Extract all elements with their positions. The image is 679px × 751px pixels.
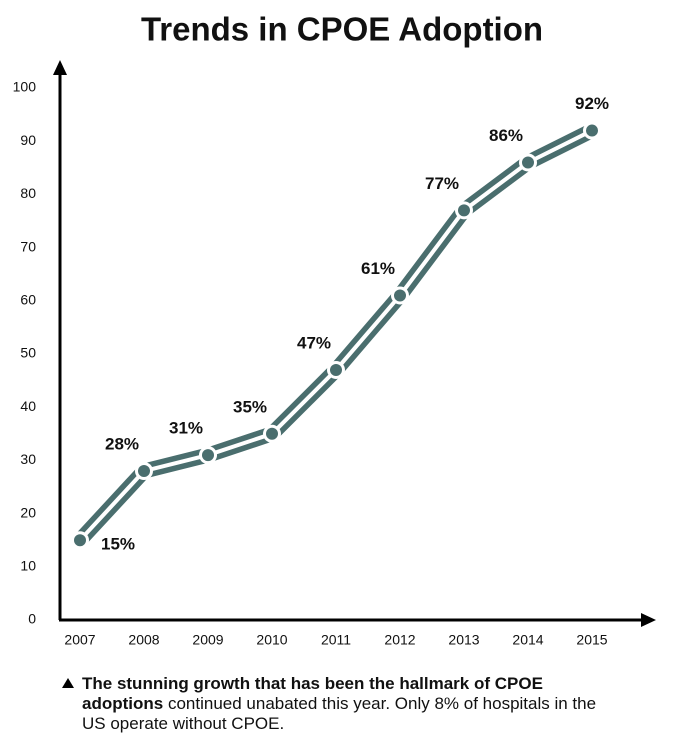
chart: Trends in CPOE Adoption 0 10 20 30 40 50 60 70 8… <box>13 11 656 648</box>
y-tick-label: 10 <box>20 558 36 574</box>
y-tick-label: 60 <box>20 292 36 308</box>
marker <box>138 465 150 478</box>
y-tick-label: 40 <box>20 398 36 414</box>
x-tick-label: 2013 <box>448 632 479 648</box>
marker <box>394 289 406 302</box>
x-tick-label: 2015 <box>576 632 607 648</box>
y-tick-label: 70 <box>20 238 36 254</box>
y-axis-arrow <box>53 60 67 75</box>
x-axis-arrow <box>641 613 656 627</box>
y-tick-label: 90 <box>20 132 36 148</box>
value-label: 47% <box>297 333 331 352</box>
value-label: 61% <box>361 259 395 278</box>
marker <box>458 204 470 217</box>
y-tick-label: 0 <box>28 611 36 627</box>
value-label: 28% <box>105 435 139 454</box>
marker <box>266 427 278 440</box>
line <box>74 123 596 546</box>
y-tick-label: 50 <box>20 345 36 361</box>
x-tick-label: 2011 <box>321 632 351 648</box>
x-tick-label: 2010 <box>256 632 287 648</box>
x-tick-label: 2014 <box>512 632 543 648</box>
note-marker <box>62 678 74 688</box>
value-label: 92% <box>575 94 609 113</box>
x-tick-label: 2012 <box>384 632 415 648</box>
marker <box>586 124 598 137</box>
y-tick-label: 80 <box>20 185 36 201</box>
note: The stunning growth that has been the ha… <box>82 674 622 734</box>
value-label: 35% <box>233 397 267 416</box>
x-tick-label: 2009 <box>192 632 223 648</box>
chart-title: Trends in CPOE Adoption <box>141 11 543 48</box>
x-tick-label: 2008 <box>128 632 159 648</box>
marker <box>522 156 534 169</box>
y-tick-label: 30 <box>20 451 36 467</box>
marker <box>202 449 214 462</box>
marker <box>330 363 342 376</box>
x-tick-label: 2007 <box>64 632 95 648</box>
marker <box>74 534 86 547</box>
value-label: 15% <box>101 535 135 554</box>
value-label: 31% <box>169 419 203 438</box>
line-inner <box>78 128 593 542</box>
value-label: 77% <box>425 174 459 193</box>
value-label: 86% <box>489 126 523 145</box>
y-tick-label: 100 <box>13 79 37 95</box>
note-bold: The stunning growth that has been the ha… <box>82 674 543 713</box>
note-text: continued unabated this year. Only 8% of… <box>82 694 597 733</box>
y-tick-label: 20 <box>20 504 36 520</box>
